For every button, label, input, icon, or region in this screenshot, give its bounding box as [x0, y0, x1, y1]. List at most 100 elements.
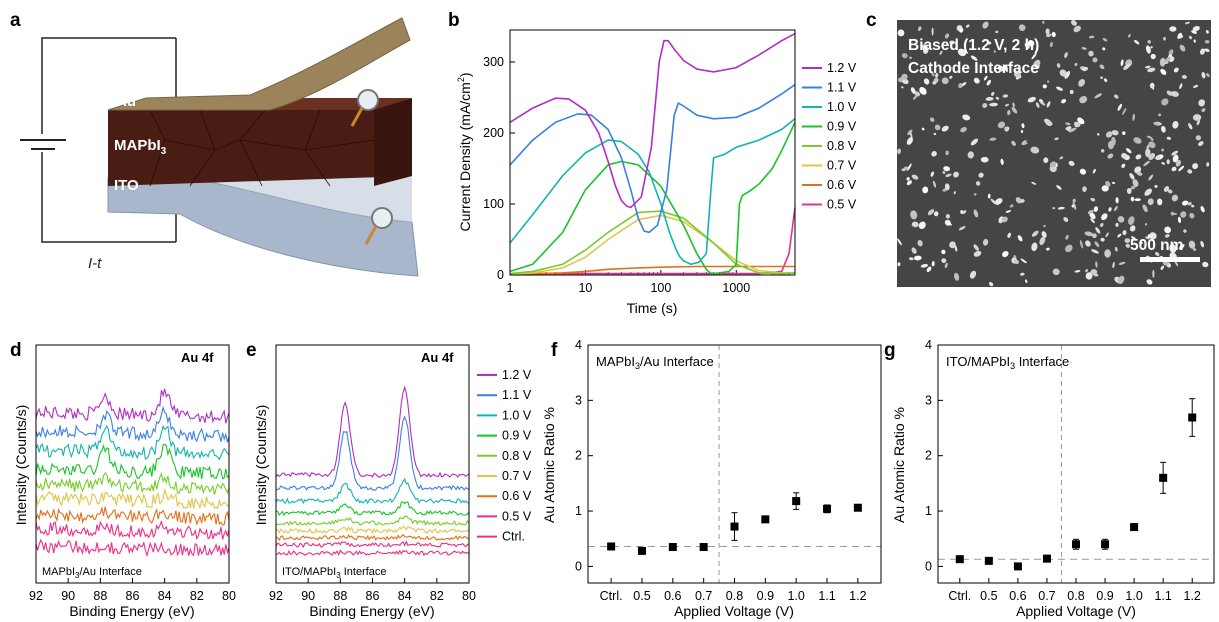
sem-particle: [1206, 162, 1210, 167]
sem-particle: [920, 264, 929, 268]
legend-label: 1.1 V: [827, 81, 857, 95]
data-point: [1159, 473, 1168, 482]
x-tick-label: 1.1: [818, 589, 835, 603]
sem-particle: [945, 220, 952, 226]
sem-particle: [973, 250, 982, 257]
sem-particle: [1104, 249, 1111, 258]
sem-particle: [1121, 163, 1126, 168]
sem-particle: [1188, 35, 1193, 40]
sem-particle: [897, 29, 905, 37]
sem-particle: [941, 77, 949, 85]
sem-particle: [1144, 223, 1148, 226]
sem-particle: [1132, 113, 1135, 121]
spectrum-11V: [35, 405, 230, 443]
sem-particle: [1115, 222, 1119, 227]
sem-particle: [897, 262, 901, 267]
sem-particle: [1007, 232, 1012, 238]
spectrum-10V: [35, 424, 230, 461]
sem-particle: [906, 180, 913, 186]
sem-particle: [954, 245, 958, 252]
sem-particle: [975, 181, 981, 186]
sem-particle: [1085, 272, 1093, 280]
sem-particle: [930, 171, 935, 177]
sem-particle: [1031, 242, 1038, 252]
sem-particle: [1166, 159, 1170, 165]
sem-particle: [1052, 268, 1060, 276]
spectrum-12V: [35, 388, 230, 424]
sem-particle: [906, 137, 913, 145]
sem-particle: [1114, 247, 1118, 252]
legend-label: 0.7 V: [827, 159, 857, 173]
sem-particle: [983, 75, 988, 81]
series-line-06V: [509, 265, 795, 276]
sem-particle: [1084, 231, 1094, 237]
sem-particle: [907, 163, 912, 171]
ito-top-face: [180, 176, 412, 222]
sem-particle: [1175, 160, 1181, 167]
sem-particle: [1164, 226, 1172, 234]
sem-particle: [1094, 241, 1100, 248]
legend-label: 0.5 V: [502, 509, 532, 523]
sem-particle: [1095, 227, 1101, 234]
sem-particle: [932, 80, 937, 85]
sem-particle: [1134, 39, 1140, 45]
sem-particle: [1123, 63, 1131, 70]
sem-particle: [1160, 68, 1167, 75]
sem-particle: [1177, 216, 1182, 224]
y-tick-label: 3: [925, 393, 932, 407]
x-tick-label: 88: [333, 589, 347, 603]
sem-particle: [1027, 39, 1035, 47]
sem-particle: [933, 211, 939, 217]
sem-particle: [931, 151, 937, 157]
x-tick-label: 1.0: [1125, 589, 1142, 603]
sem-particle: [1059, 69, 1067, 77]
sem-particle: [965, 24, 970, 28]
chart-e-title: Au 4f: [421, 350, 454, 365]
y-tick-label: 200: [483, 126, 504, 140]
sem-particle: [1150, 46, 1153, 49]
sem-particle: [1107, 153, 1114, 159]
sem-particle: [1192, 163, 1199, 170]
sem-particle: [1068, 127, 1077, 133]
chart-au-ratio-au-interface: Ctrl. 0.5 0.6 0.7 0.8 0.9 1.0 1.1 1.2 0 1 2 3 4 MAPbI…: [541, 338, 882, 619]
sem-particle: [1064, 70, 1071, 79]
sem-particle: [1171, 150, 1179, 156]
sem-particle: [1001, 216, 1008, 223]
chart-g-annotation: ITO/MAPbI3 Interface: [946, 354, 1069, 371]
sem-particle: [1043, 224, 1046, 228]
sem-particle: [1012, 102, 1015, 108]
sem-particle: [953, 171, 959, 178]
chart-e-frame: [275, 344, 470, 584]
au-layer: [107, 17, 411, 111]
sem-particle: [1122, 131, 1126, 135]
spectrum-12V: [275, 385, 470, 478]
x-tick-label: 0.9: [1096, 589, 1113, 603]
sem-particle: [1088, 50, 1094, 57]
legend-label: 0.7 V: [502, 469, 532, 483]
sem-particle: [1068, 160, 1075, 166]
chart-e-xlabel: Binding Energy (eV): [309, 603, 434, 619]
sem-particle: [1105, 232, 1109, 238]
data-point: [607, 542, 616, 551]
sem-particle: [1161, 148, 1164, 152]
series-line-11V: [509, 84, 796, 234]
sem-particle: [1061, 99, 1067, 104]
sem-scalebar: [1140, 257, 1200, 262]
sem-particle: [1173, 67, 1179, 73]
chart-g-ylabel: Au Atomic Ratio %: [891, 407, 907, 523]
sem-particle: [1128, 216, 1135, 225]
sem-particle: [1112, 261, 1115, 269]
sem-particle: [1145, 45, 1151, 54]
chart-b-ylabel: Current Density (mA/cm2): [456, 72, 473, 231]
sem-particle: [917, 26, 922, 31]
sem-particle: [1148, 152, 1156, 161]
y-tick-label: 2: [575, 449, 582, 463]
sem-particle: [1049, 41, 1053, 48]
sem-particle: [1143, 160, 1151, 167]
sem-particle: [1100, 237, 1105, 242]
data-point: [1101, 540, 1110, 549]
sem-particle: [1011, 106, 1018, 114]
sem-particle: [944, 33, 950, 39]
circuit-label: I-t: [88, 255, 102, 272]
data-point: [730, 522, 739, 531]
